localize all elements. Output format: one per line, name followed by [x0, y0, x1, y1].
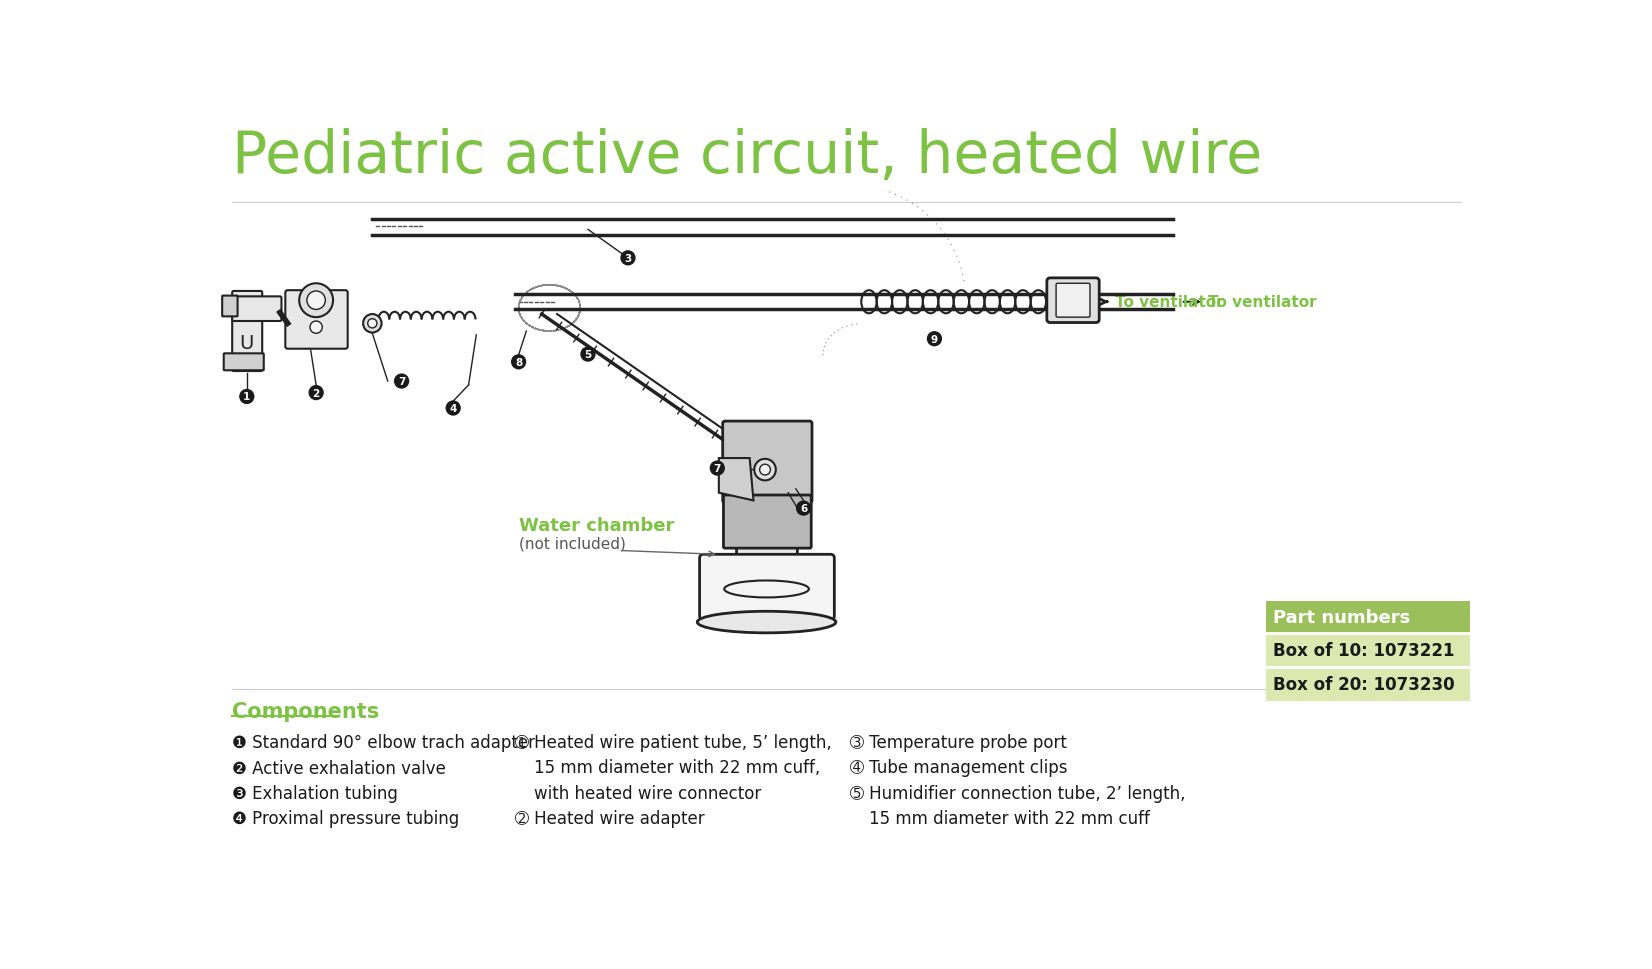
FancyBboxPatch shape	[286, 291, 347, 350]
Text: 15 mm diameter with 22 mm cuff: 15 mm diameter with 22 mm cuff	[869, 809, 1150, 828]
Circle shape	[927, 332, 942, 346]
Bar	[1265, 633, 1470, 667]
FancyBboxPatch shape	[233, 297, 281, 322]
Circle shape	[311, 322, 322, 334]
Text: ❷ Active exhalation valve: ❷ Active exhalation valve	[233, 759, 446, 776]
Circle shape	[760, 465, 770, 476]
Circle shape	[395, 375, 408, 389]
Circle shape	[368, 320, 377, 328]
FancyBboxPatch shape	[1056, 284, 1090, 318]
Text: 5: 5	[585, 350, 591, 359]
Text: ➀ Heated wire patient tube, 5’ length,: ➀ Heated wire patient tube, 5’ length,	[515, 734, 831, 751]
Circle shape	[307, 292, 325, 310]
Text: (not included): (not included)	[519, 536, 626, 550]
FancyBboxPatch shape	[737, 542, 798, 572]
Text: ❸ Exhalation tubing: ❸ Exhalation tubing	[233, 784, 398, 802]
FancyBboxPatch shape	[1047, 278, 1099, 324]
Text: 9: 9	[930, 334, 938, 344]
Text: ➄ Humidifier connection tube, 2’ length,: ➄ Humidifier connection tube, 2’ length,	[849, 784, 1184, 802]
FancyBboxPatch shape	[233, 292, 263, 372]
Circle shape	[755, 459, 776, 481]
Text: 2: 2	[312, 389, 320, 398]
Circle shape	[582, 348, 595, 361]
Text: Water chamber: Water chamber	[519, 516, 674, 534]
Ellipse shape	[697, 611, 836, 633]
Text: 3: 3	[624, 254, 631, 264]
Text: with heated wire connector: with heated wire connector	[534, 784, 762, 802]
Circle shape	[621, 252, 634, 266]
Text: 6: 6	[800, 504, 808, 514]
Circle shape	[363, 315, 382, 333]
Circle shape	[309, 387, 324, 400]
Circle shape	[710, 461, 724, 476]
Text: ❶ Standard 90° elbow trach adapter: ❶ Standard 90° elbow trach adapter	[233, 734, 535, 751]
Bar	[1265, 667, 1470, 701]
FancyBboxPatch shape	[221, 297, 238, 317]
FancyBboxPatch shape	[699, 554, 834, 620]
Circle shape	[796, 502, 811, 516]
FancyBboxPatch shape	[724, 495, 811, 548]
Text: ➂ Temperature probe port: ➂ Temperature probe port	[849, 734, 1067, 751]
FancyBboxPatch shape	[722, 422, 813, 503]
Text: Pediatric active circuit, heated wire: Pediatric active circuit, heated wire	[233, 128, 1262, 185]
FancyBboxPatch shape	[223, 354, 264, 371]
Text: Part numbers: Part numbers	[1274, 608, 1411, 626]
Text: To ventilator: To ventilator	[1115, 295, 1224, 310]
Text: 7: 7	[714, 463, 720, 474]
Text: 7: 7	[398, 377, 405, 387]
Text: 4: 4	[449, 403, 458, 414]
Circle shape	[446, 402, 461, 416]
Text: ➁ Heated wire adapter: ➁ Heated wire adapter	[515, 809, 704, 828]
Text: U: U	[240, 333, 254, 353]
Text: Box of 10: 1073221: Box of 10: 1073221	[1274, 641, 1455, 659]
Text: 8: 8	[515, 358, 522, 367]
Circle shape	[512, 356, 525, 369]
Text: ❹ Proximal pressure tubing: ❹ Proximal pressure tubing	[233, 809, 459, 828]
Text: ➃ Tube management clips: ➃ Tube management clips	[849, 759, 1067, 776]
Circle shape	[299, 284, 334, 318]
Circle shape	[240, 391, 254, 404]
Bar	[1265, 601, 1470, 633]
Text: Components: Components	[233, 701, 380, 721]
Text: Box of 20: 1073230: Box of 20: 1073230	[1274, 675, 1455, 693]
Text: To ventilator: To ventilator	[1208, 295, 1317, 310]
Polygon shape	[719, 458, 753, 501]
Text: 1: 1	[243, 392, 251, 402]
Text: 15 mm diameter with 22 mm cuff,: 15 mm diameter with 22 mm cuff,	[534, 759, 821, 776]
